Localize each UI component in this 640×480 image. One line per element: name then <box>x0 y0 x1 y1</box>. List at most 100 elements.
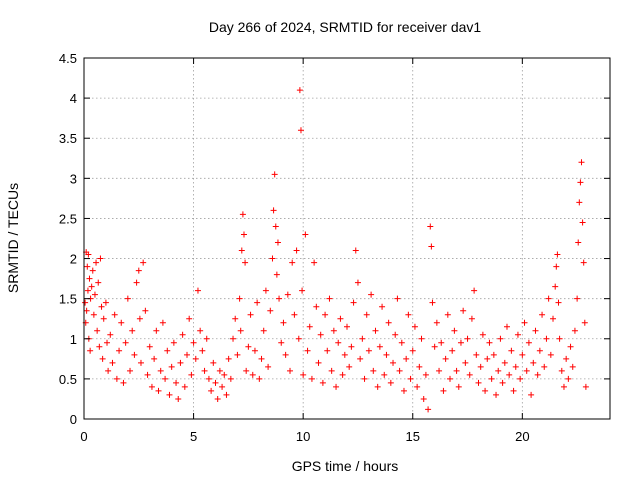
data-point <box>234 351 241 358</box>
y-tick-label: 2 <box>70 252 77 267</box>
x-axis-label: GPS time / hours <box>292 458 399 474</box>
data-point <box>464 335 471 342</box>
data-point <box>157 367 164 374</box>
data-point <box>265 363 272 370</box>
data-point <box>565 375 572 382</box>
data-point <box>403 355 410 362</box>
data-point <box>330 327 337 334</box>
data-point <box>300 371 307 378</box>
data-point <box>95 279 102 286</box>
data-point <box>418 335 425 342</box>
data-point <box>192 355 199 362</box>
data-point <box>87 347 94 354</box>
data-point <box>479 331 486 338</box>
data-point <box>293 247 300 254</box>
data-point <box>326 295 333 302</box>
data-point <box>85 251 92 258</box>
data-point <box>553 263 560 270</box>
data-point <box>269 255 276 262</box>
data-point <box>510 387 517 394</box>
data-point <box>407 375 414 382</box>
data-point <box>425 406 432 413</box>
data-point <box>466 371 473 378</box>
data-point <box>162 375 169 382</box>
data-point <box>451 327 458 334</box>
data-point <box>230 335 237 342</box>
data-point <box>100 315 107 322</box>
data-point <box>291 311 298 318</box>
x-tick-label: 10 <box>296 429 310 444</box>
data-point <box>484 355 491 362</box>
data-point <box>173 379 180 386</box>
data-point <box>394 295 401 302</box>
data-point <box>232 315 239 322</box>
data-point <box>151 355 158 362</box>
data-point <box>563 355 570 362</box>
data-point <box>506 371 513 378</box>
data-point <box>462 359 469 366</box>
data-point <box>84 287 91 294</box>
data-point <box>120 379 127 386</box>
x-tick-label: 0 <box>80 429 87 444</box>
data-point <box>460 307 467 314</box>
data-point <box>122 339 129 346</box>
data-point <box>272 223 279 230</box>
data-point <box>517 375 524 382</box>
data-point <box>449 347 456 354</box>
data-point <box>444 311 451 318</box>
data-point <box>344 323 350 330</box>
data-point <box>168 363 175 370</box>
data-point <box>335 339 342 346</box>
data-point <box>374 383 381 390</box>
data-point <box>365 347 372 354</box>
data-point <box>142 307 149 314</box>
data-point <box>166 391 173 398</box>
data-point <box>398 339 405 346</box>
data-point <box>313 303 320 310</box>
data-point <box>577 179 584 186</box>
data-point <box>493 391 500 398</box>
y-tick-label: 4.5 <box>59 51 77 66</box>
data-point <box>113 375 120 382</box>
data-point <box>273 271 280 278</box>
data-point <box>146 343 153 350</box>
data-point <box>219 383 226 390</box>
data-point <box>225 355 232 362</box>
data-point <box>159 319 166 326</box>
data-point <box>249 371 256 378</box>
data-point <box>333 383 340 390</box>
data-point <box>400 387 407 394</box>
data-point <box>429 299 436 306</box>
data-point <box>282 351 289 358</box>
y-tick-label: 3 <box>70 171 77 186</box>
data-point <box>416 363 423 370</box>
data-point <box>124 295 131 302</box>
data-point <box>237 327 244 334</box>
data-point <box>131 351 138 358</box>
data-point <box>245 343 252 350</box>
plot-frame <box>83 57 611 420</box>
data-point <box>276 295 283 302</box>
data-point <box>490 351 497 358</box>
data-point <box>280 319 287 326</box>
data-point <box>348 343 355 350</box>
data-point <box>578 159 585 166</box>
y-tick-label: 1.5 <box>59 292 77 307</box>
data-point <box>433 319 440 326</box>
data-point <box>488 375 495 382</box>
data-point <box>580 259 587 266</box>
data-point <box>475 379 482 386</box>
data-point <box>299 287 306 294</box>
data-point <box>205 375 212 382</box>
data-point <box>512 363 519 370</box>
data-point <box>247 311 254 318</box>
data-point <box>284 291 291 298</box>
y-tick-label: 2.5 <box>59 211 77 226</box>
chart-title: Day 266 of 2024, SRMTID for receiver dav… <box>209 19 482 35</box>
data-point <box>361 375 368 382</box>
data-point <box>501 359 508 366</box>
data-point <box>107 331 114 338</box>
data-point <box>381 371 388 378</box>
data-point <box>175 395 182 402</box>
